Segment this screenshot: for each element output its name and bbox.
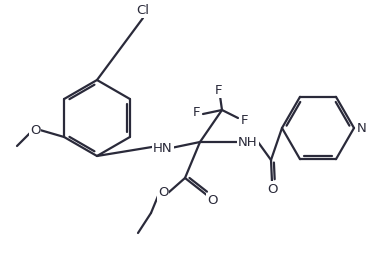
Text: O: O: [267, 183, 277, 196]
Text: Cl: Cl: [137, 4, 149, 17]
Text: O: O: [158, 186, 168, 199]
Text: NH: NH: [238, 135, 258, 148]
Text: F: F: [240, 113, 248, 126]
Text: HN: HN: [153, 141, 173, 155]
Text: O: O: [207, 195, 217, 207]
Text: F: F: [192, 105, 200, 119]
Text: F: F: [214, 83, 222, 97]
Text: N: N: [357, 121, 367, 134]
Text: O: O: [30, 124, 40, 136]
